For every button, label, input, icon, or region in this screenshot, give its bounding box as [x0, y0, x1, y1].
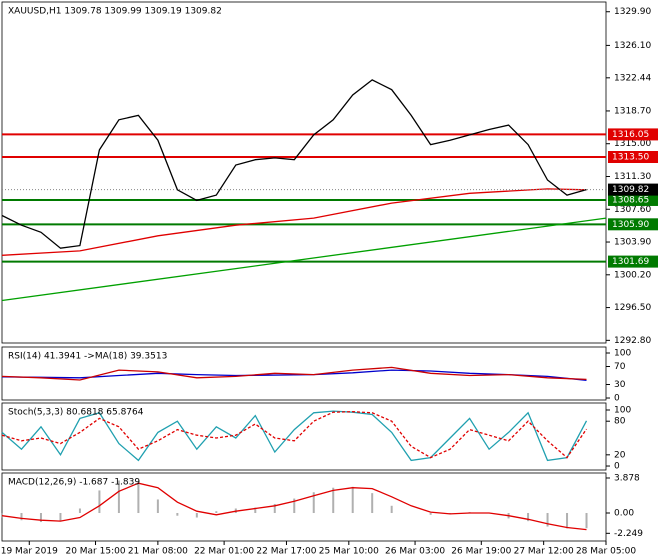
- x-tick-label: 26 Mar 03:00: [385, 547, 445, 557]
- macd-bar: [215, 511, 218, 514]
- y-tick-label: 0: [614, 394, 620, 404]
- y-tick-label: 1315.00: [614, 139, 651, 149]
- series-line: [1, 482, 587, 531]
- macd-bar: [176, 513, 179, 516]
- level-tag: [608, 218, 658, 231]
- panel-title: XAUUSD,H1 1309.78 1309.99 1309.19 1309.8…: [8, 7, 222, 17]
- y-tick-label: 80: [614, 417, 626, 427]
- y-tick-label: 1322.44: [614, 73, 651, 83]
- x-tick-label: 22 Mar 17:00: [256, 547, 316, 557]
- x-tick-label: 22 Mar 01:00: [194, 547, 254, 557]
- macd-bar: [293, 498, 296, 514]
- last-price-tag: [608, 183, 658, 196]
- macd-bar: [98, 490, 101, 514]
- panel-title: Stoch(5,3,3) 80.6818 65.8764: [8, 408, 144, 418]
- series-line: [1, 410, 588, 462]
- y-tick-label: 100: [614, 348, 631, 358]
- y-tick-label: 20: [614, 450, 626, 460]
- x-tick-label: 28 Mar 05:00: [576, 547, 636, 557]
- y-tick-label: 1311.30: [614, 172, 651, 182]
- macd-bar: [429, 513, 432, 515]
- x-tick-label: 25 Mar 10:00: [319, 547, 379, 557]
- series-line: [1, 188, 587, 256]
- series-line: [1, 217, 607, 302]
- y-tick-label: 1300.20: [614, 270, 651, 280]
- panel-frame: [1, 346, 607, 401]
- last-price-label: 1309.82: [612, 185, 649, 195]
- x-tick-label: 26 Mar 19:00: [451, 547, 511, 557]
- macd-bar: [195, 513, 198, 518]
- panel-frame: [1, 402, 607, 471]
- macd-bar: [566, 513, 569, 529]
- macd-bar: [78, 508, 81, 514]
- macd-bar: [117, 480, 120, 514]
- y-tick-label: 100: [614, 406, 631, 416]
- y-tick-label: 1318.70: [614, 106, 651, 116]
- level-tag: [608, 255, 658, 268]
- panel-title: RSI(14) 41.3941 ->MA(18) 39.3513: [8, 352, 167, 362]
- panel-frame: [1, 472, 607, 542]
- series-line: [1, 369, 587, 381]
- macd-bar: [1, 513, 3, 518]
- y-tick-label: 1326.10: [614, 41, 651, 51]
- y-tick-label: 1292.80: [614, 336, 651, 346]
- y-tick-label: 3.878: [614, 473, 640, 483]
- macd-bar: [371, 493, 374, 514]
- macd-bar: [156, 499, 159, 514]
- macd-bar: [585, 513, 588, 529]
- macd-bar: [546, 513, 549, 527]
- level-tag: [608, 128, 658, 141]
- y-tick-label: -2.249: [614, 529, 643, 539]
- macd-bar: [137, 482, 140, 514]
- macd-bar: [273, 503, 276, 514]
- y-tick-label: 0.00: [614, 509, 634, 519]
- level-label: 1313.50: [612, 153, 649, 163]
- y-tick-label: 30: [614, 380, 626, 390]
- panel-frame: [1, 1, 607, 344]
- macd-bar: [332, 487, 335, 514]
- x-tick-label: 27 Mar 12:00: [514, 547, 574, 557]
- macd-bar: [351, 486, 354, 514]
- level-label: 1305.90: [612, 220, 649, 230]
- y-tick-label: 0: [614, 462, 620, 472]
- level-tag: [608, 193, 658, 206]
- level-label: 1301.69: [612, 257, 649, 267]
- level-tag: [608, 151, 658, 163]
- y-tick-label: 1296.50: [614, 303, 651, 313]
- macd-bar: [20, 513, 23, 521]
- x-tick-label: 20 Mar 15:00: [65, 547, 125, 557]
- macd-bar: [254, 507, 257, 514]
- y-tick-label: 1329.90: [614, 7, 651, 17]
- panel-title: MACD(12,26,9) -1.687 -1.839: [8, 478, 140, 488]
- y-tick-label: 70: [614, 362, 626, 372]
- level-label: 1308.65: [612, 195, 649, 205]
- series-line: [1, 79, 587, 249]
- series-line: [1, 366, 587, 381]
- macd-bar: [39, 513, 42, 523]
- macd-bar: [390, 505, 393, 514]
- x-tick-label: 19 Mar 2019: [1, 547, 58, 557]
- level-label: 1316.05: [612, 130, 649, 140]
- series-line: [1, 411, 588, 459]
- macd-bar: [59, 513, 62, 522]
- macd-bar: [527, 513, 530, 522]
- y-tick-label: 1307.60: [614, 205, 651, 215]
- y-tick-label: 1303.90: [614, 238, 651, 248]
- macd-bar: [312, 492, 315, 514]
- x-tick-label: 21 Mar 08:00: [128, 547, 188, 557]
